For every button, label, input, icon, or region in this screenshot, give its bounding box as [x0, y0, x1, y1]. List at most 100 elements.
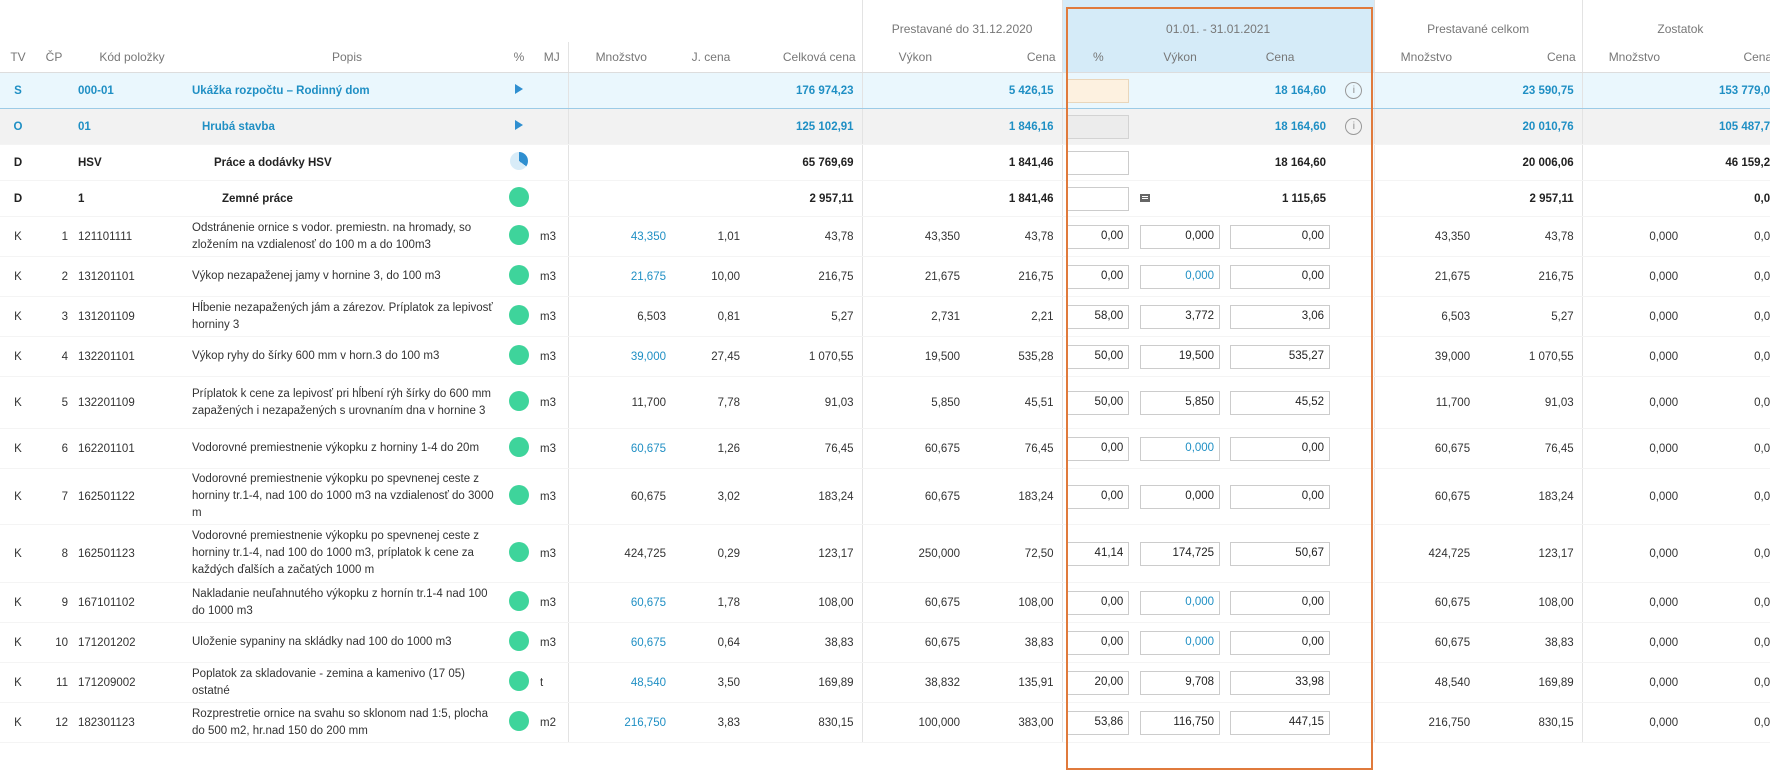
- period-vykon-input[interactable]: 0,000: [1140, 484, 1221, 509]
- period-pct-input[interactable]: 50,00: [1067, 344, 1130, 369]
- period-pct-input[interactable]: 20,00: [1067, 670, 1130, 695]
- period-vykon-input[interactable]: 0,000: [1140, 630, 1221, 655]
- item-rest-cena: 0,0: [1686, 702, 1770, 743]
- info-icon[interactable]: i: [1345, 118, 1363, 135]
- period-vykon-input[interactable]: 5,850: [1140, 390, 1221, 415]
- col-pct[interactable]: %: [502, 42, 536, 73]
- item-qty[interactable]: 21,675: [567, 256, 674, 297]
- col-unit-price[interactable]: J. cena: [674, 42, 748, 73]
- period-cena-input[interactable]: 535,27: [1230, 344, 1331, 369]
- period-cena-input[interactable]: 33,98: [1230, 670, 1331, 695]
- comment-icon[interactable]: [1140, 193, 1151, 202]
- item-qty[interactable]: 60,675: [567, 622, 674, 663]
- item-desc: Odstránenie ornice s vodor. premiestn. n…: [192, 216, 502, 257]
- expand-icon[interactable]: [515, 120, 523, 130]
- col-period-pct[interactable]: %: [1061, 42, 1135, 73]
- item-row[interactable]: K 9 167101102 Nakladanie neuľahnutého výkop…: [0, 582, 1770, 623]
- period-pct-input[interactable]: [1067, 186, 1130, 211]
- period-pct-input[interactable]: 58,00: [1067, 304, 1130, 329]
- summary-row-d-zemne[interactable]: D 1 Zemné práce 2 957,11 1 841,46 1 115,…: [0, 180, 1770, 217]
- item-qty[interactable]: 43,350: [567, 216, 674, 257]
- period-cena-input[interactable]: 447,15: [1230, 710, 1331, 735]
- col-cp[interactable]: ČP: [36, 42, 72, 73]
- period-pct-input[interactable]: [1067, 78, 1130, 103]
- period-vykon-input[interactable]: 0,000: [1140, 590, 1221, 615]
- col-prev-cena[interactable]: Cena: [968, 42, 1063, 73]
- item-unit: t: [536, 662, 568, 703]
- col-rest-cena[interactable]: Cena: [1686, 42, 1770, 73]
- period-cena-input[interactable]: 0,00: [1230, 264, 1331, 289]
- col-period-vykon[interactable]: Výkon: [1134, 42, 1227, 73]
- item-row[interactable]: K 6 162201101 Vodorovné premiestnenie výkop…: [0, 428, 1770, 469]
- item-row[interactable]: K 2 131201101 Výkop nezapaženej jamy v horn…: [0, 256, 1770, 297]
- item-prev-cena: 2,21: [968, 296, 1063, 337]
- item-row[interactable]: K 8 162501123 Vodorovné premiestnenie výkop…: [0, 524, 1770, 583]
- item-total-price: 43,78: [748, 216, 863, 257]
- item-qty[interactable]: 39,000: [567, 336, 674, 377]
- period-cena-input[interactable]: 0,00: [1230, 630, 1331, 655]
- period-pct-input[interactable]: 50,00: [1067, 390, 1130, 415]
- period-cena-input[interactable]: 45,52: [1230, 390, 1331, 415]
- period-cena-input[interactable]: 50,67: [1230, 541, 1331, 566]
- summary-row-s[interactable]: S 000-01 Ukážka rozpočtu – Rodinný dom 1…: [0, 72, 1770, 109]
- item-qty[interactable]: 216,750: [567, 702, 674, 743]
- info-icon[interactable]: i: [1345, 82, 1363, 99]
- expand-icon[interactable]: [515, 84, 523, 94]
- col-desc[interactable]: Popis: [192, 42, 502, 73]
- col-rest-qty[interactable]: Množstvo: [1581, 42, 1687, 73]
- item-row[interactable]: K 11 171209002 Poplatok za skladovanie - ze…: [0, 662, 1770, 703]
- period-pct-input[interactable]: 0,00: [1067, 630, 1130, 655]
- period-pct-input[interactable]: [1067, 150, 1130, 175]
- col-tv[interactable]: TV: [0, 42, 36, 73]
- col-mj[interactable]: MJ: [536, 42, 568, 73]
- period-cena-input[interactable]: 0,00: [1230, 436, 1331, 461]
- col-code[interactable]: Kód položky: [72, 42, 192, 73]
- period-cena-input[interactable]: 0,00: [1230, 484, 1331, 509]
- period-cena-input[interactable]: 3,06: [1230, 304, 1331, 329]
- item-row[interactable]: K 3 131201109 Hĺbenie nezapažených jám a zá…: [0, 296, 1770, 337]
- period-vykon-input[interactable]: 19,500: [1140, 344, 1221, 369]
- period-cena-input[interactable]: 0,00: [1230, 224, 1331, 249]
- item-row[interactable]: K 5 132201109 Príplatok k cene za lepivosť …: [0, 376, 1770, 429]
- period-pct-input[interactable]: 0,00: [1067, 590, 1130, 615]
- col-total-cena[interactable]: Cena: [1478, 42, 1583, 73]
- period-vykon-input[interactable]: 116,750: [1140, 710, 1221, 735]
- period-pct-input[interactable]: 0,00: [1067, 484, 1130, 509]
- col-prev-vykon[interactable]: Výkon: [861, 42, 969, 73]
- item-qty[interactable]: 60,675: [567, 582, 674, 623]
- col-total-price[interactable]: Celková cena: [748, 42, 863, 73]
- period-cena-input[interactable]: 0,00: [1230, 590, 1331, 615]
- period-vykon-input[interactable]: 0,000: [1140, 224, 1221, 249]
- group-prev: Prestavané do 31.12.2020: [861, 0, 1063, 42]
- period-pct-input[interactable]: 41,14: [1067, 541, 1130, 566]
- period-pct-input[interactable]: [1067, 114, 1130, 139]
- item-qty[interactable]: 48,540: [567, 662, 674, 703]
- item-unit-price: 10,00: [674, 256, 748, 297]
- item-qty[interactable]: 60,675: [567, 428, 674, 469]
- period-vykon-input[interactable]: 0,000: [1140, 436, 1221, 461]
- item-rest-qty: 0,000: [1581, 468, 1687, 525]
- item-row[interactable]: K 10 171201202 Uloženie sypaniny na skládky…: [0, 622, 1770, 663]
- col-total-qty[interactable]: Množstvo: [1373, 42, 1479, 73]
- item-row[interactable]: K 1 121101111 Odstránenie ornice s vodor. p…: [0, 216, 1770, 257]
- col-qty[interactable]: Množstvo: [567, 42, 674, 73]
- period-vykon-input[interactable]: 174,725: [1140, 541, 1221, 566]
- item-prev-vykon: 250,000: [861, 524, 969, 583]
- row-period-cena: 18 164,60: [1226, 144, 1335, 181]
- item-row[interactable]: K 4 132201101 Výkop ryhy do šírky 600 mm v …: [0, 336, 1770, 377]
- summary-row-d-hsv[interactable]: D HSV Práce a dodávky HSV 65 769,69 1 84…: [0, 144, 1770, 181]
- item-unit-price: 0,81: [674, 296, 748, 337]
- period-pct-input[interactable]: 0,00: [1067, 264, 1130, 289]
- period-pct-input[interactable]: 0,00: [1067, 436, 1130, 461]
- period-vykon-input[interactable]: 9,708: [1140, 670, 1221, 695]
- item-row[interactable]: K 7 162501122 Vodorovné premiestnenie výkop…: [0, 468, 1770, 525]
- col-period-cena[interactable]: Cena: [1226, 42, 1335, 73]
- period-pct-input[interactable]: 53,86: [1067, 710, 1130, 735]
- period-vykon-input[interactable]: 3,772: [1140, 304, 1221, 329]
- summary-row-o[interactable]: O 01 Hrubá stavba 125 102,91 1 846,16 18…: [0, 108, 1770, 145]
- item-row[interactable]: K 12 182301123 Rozprestretie ornice na svah…: [0, 702, 1770, 743]
- item-prev-cena: 108,00: [968, 582, 1063, 623]
- period-pct-input[interactable]: 0,00: [1067, 224, 1130, 249]
- period-vykon-input[interactable]: 0,000: [1140, 264, 1221, 289]
- item-code: 121101111: [72, 216, 192, 257]
